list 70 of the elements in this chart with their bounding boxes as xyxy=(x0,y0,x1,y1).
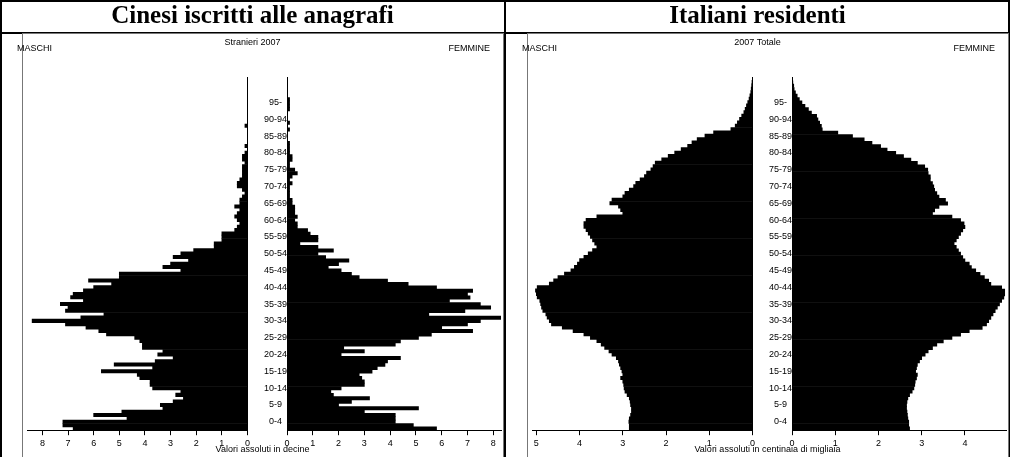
x-tick-label: 4 xyxy=(962,438,968,449)
chart-title: Cinesi iscritti alle anagrafi xyxy=(110,1,395,29)
x-tick-label: 1 xyxy=(310,438,316,449)
x-tick-label: 4 xyxy=(577,438,583,449)
y-tick-label: 15-19 xyxy=(768,365,793,376)
y-tick-label: 90-94 xyxy=(263,113,288,124)
y-tick-label: 40-44 xyxy=(768,281,793,292)
y-tick-label: 30-34 xyxy=(263,315,288,326)
x-tick-label: 5 xyxy=(533,438,539,449)
x-tick-label: 4 xyxy=(387,438,393,449)
y-tick-label: 85-89 xyxy=(768,130,793,141)
y-tick-label: 55-59 xyxy=(263,231,288,242)
y-tick-label: 65-69 xyxy=(768,197,793,208)
x-tick-label: 2 xyxy=(663,438,669,449)
text: MASCHI xyxy=(522,43,558,53)
chart-title: Italiani residenti xyxy=(668,1,847,29)
y-tick-label: 60-64 xyxy=(768,214,793,225)
x-tick-label: 3 xyxy=(168,438,174,449)
x-tick-label: 7 xyxy=(464,438,470,449)
y-tick-label: 0-4 xyxy=(268,416,282,427)
x-tick-label: 2 xyxy=(336,438,342,449)
y-tick-label: 95- xyxy=(268,97,282,108)
y-tick-label: 0-4 xyxy=(773,416,787,427)
chart-subtitle: Stranieri 2007 xyxy=(224,37,281,47)
y-tick-label: 50-54 xyxy=(263,248,288,259)
y-tick-label: 20-24 xyxy=(263,349,288,360)
y-tick-label: 80-84 xyxy=(263,147,288,158)
x-tick-label: 6 xyxy=(439,438,445,449)
y-tick-label: 40-44 xyxy=(263,281,288,292)
y-tick-label: 55-59 xyxy=(768,231,793,242)
y-tick-label: 45-49 xyxy=(768,265,793,276)
y-tick-label: 35-39 xyxy=(768,298,793,309)
y-tick-label: 10-14 xyxy=(768,382,793,393)
x-tick-label: 4 xyxy=(142,438,148,449)
text: FEMMINE xyxy=(953,43,995,53)
y-tick-label: 5-9 xyxy=(773,399,787,410)
x-tick-label: 8 xyxy=(490,438,496,449)
y-tick-label: 30-34 xyxy=(768,315,793,326)
y-tick-label: 20-24 xyxy=(768,349,793,360)
x-tick-label: 8 xyxy=(39,438,45,449)
x-tick-label: 5 xyxy=(116,438,122,449)
y-tick-label: 85-89 xyxy=(263,130,288,141)
y-tick-label: 95- xyxy=(773,97,787,108)
x-tick-label: 2 xyxy=(193,438,199,449)
chart-subtitle: 2007 Totale xyxy=(734,37,781,47)
y-tick-label: 65-69 xyxy=(263,197,288,208)
y-tick-label: 70-74 xyxy=(768,181,793,192)
x-tick-label: 3 xyxy=(361,438,367,449)
x-tick-label: 7 xyxy=(65,438,71,449)
y-tick-label: 90-94 xyxy=(768,113,793,124)
y-tick-label: 5-9 xyxy=(268,399,282,410)
y-tick-label: 50-54 xyxy=(768,248,793,259)
x-tick-label: 6 xyxy=(91,438,97,449)
y-tick-label: 75-79 xyxy=(768,164,793,175)
text: MASCHI xyxy=(17,43,53,53)
y-tick-label: 25-29 xyxy=(768,332,793,343)
text: FEMMINE xyxy=(448,43,490,53)
y-tick-label: 80-84 xyxy=(768,147,793,158)
y-tick-label: 10-14 xyxy=(263,382,288,393)
y-tick-label: 25-29 xyxy=(263,332,288,343)
y-tick-label: 60-64 xyxy=(263,214,288,225)
x-tick-label: 3 xyxy=(620,438,626,449)
y-tick-label: 15-19 xyxy=(263,365,288,376)
y-tick-label: 70-74 xyxy=(263,181,288,192)
y-tick-label: 35-39 xyxy=(263,298,288,309)
y-tick-label: 75-79 xyxy=(263,164,288,175)
x-tick-label: 5 xyxy=(413,438,419,449)
y-tick-label: 45-49 xyxy=(263,265,288,276)
x-tick-label: 3 xyxy=(919,438,925,449)
x-tick-label: 2 xyxy=(875,438,881,449)
